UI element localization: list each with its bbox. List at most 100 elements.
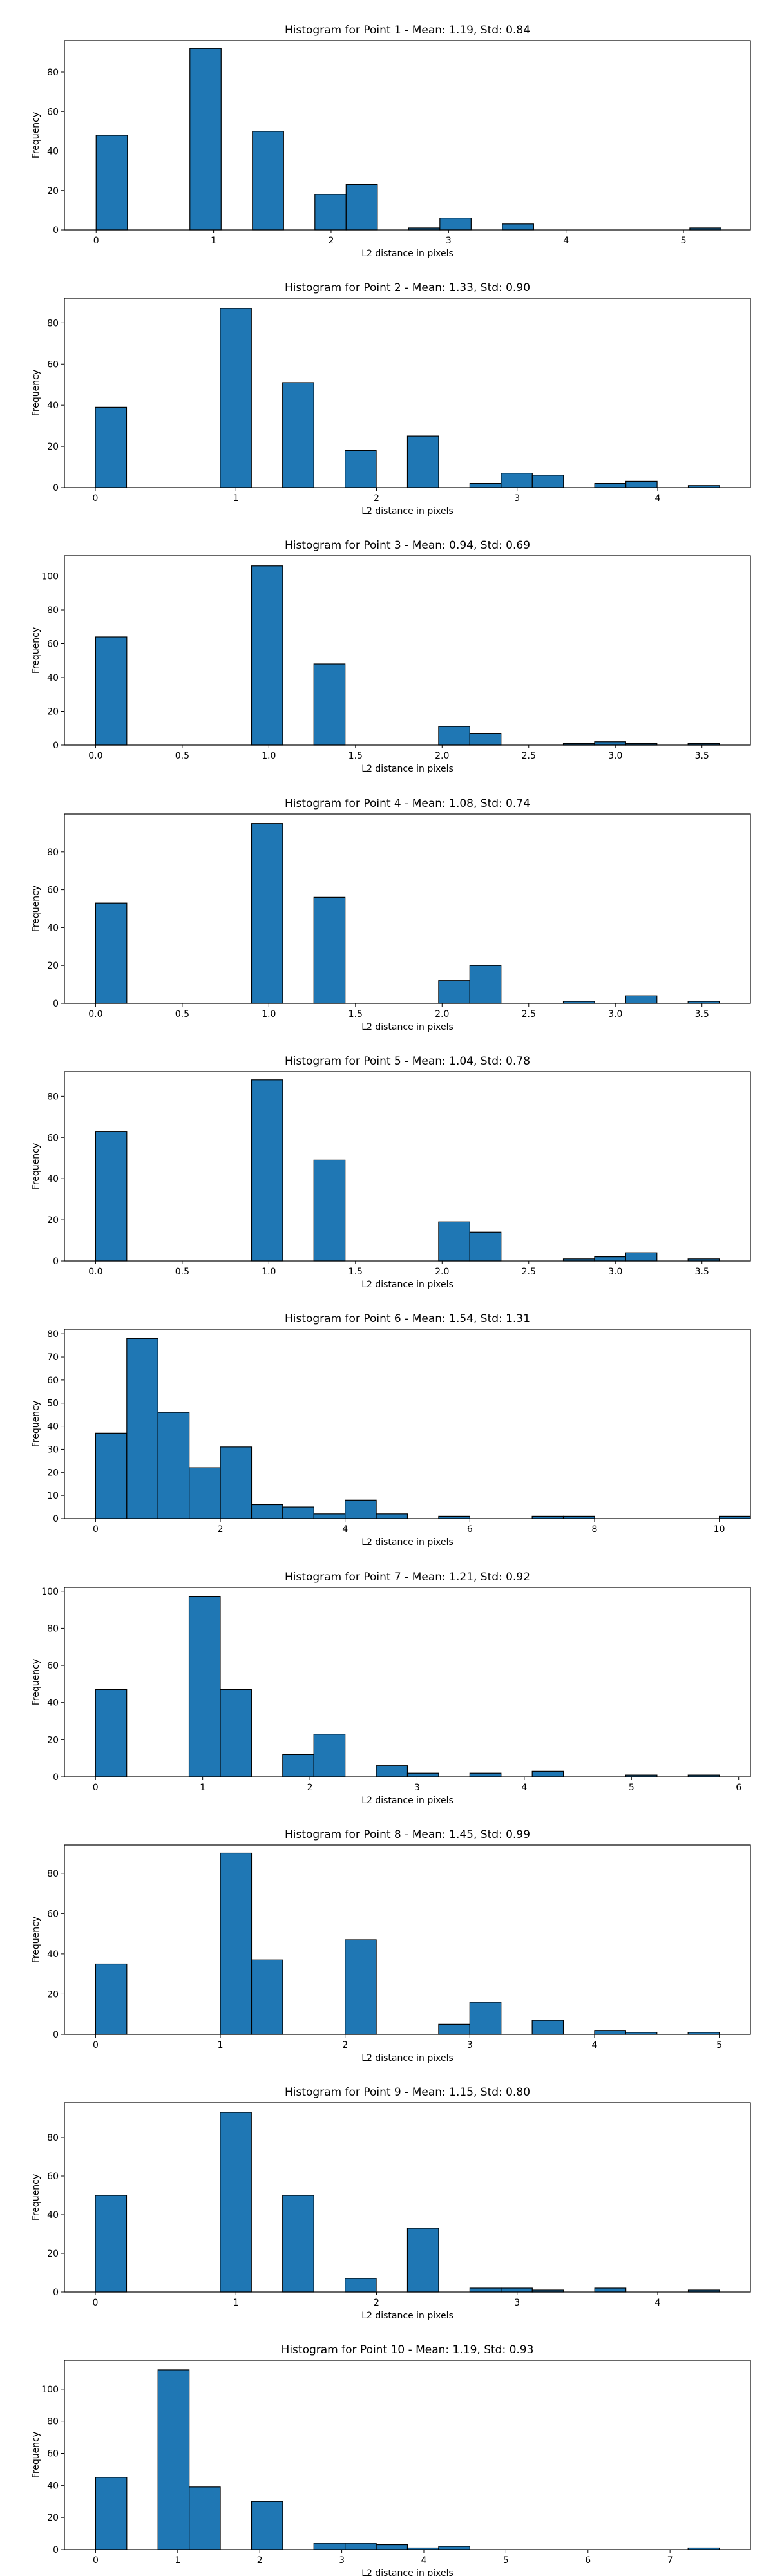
x-tick-label: 2 xyxy=(342,2040,348,2050)
histogram-bar xyxy=(469,733,502,746)
y-tick-label: 10 xyxy=(47,1491,59,1501)
y-axis-label: Frequency xyxy=(31,627,41,674)
x-tick-label: 7 xyxy=(667,2555,673,2566)
histogram-bar xyxy=(313,1513,346,1519)
y-tick-label: 60 xyxy=(47,1909,59,1919)
y-tick-label: 40 xyxy=(47,147,59,157)
y-tick-label: 0 xyxy=(53,999,59,1009)
histogram-bar xyxy=(313,896,346,1004)
histogram-bar xyxy=(376,1765,408,1777)
y-tick-label: 60 xyxy=(47,1661,59,1671)
histogram-bar xyxy=(220,1852,253,2035)
y-tick-label: 40 xyxy=(47,1422,59,1432)
y-tick-label: 70 xyxy=(47,1352,59,1363)
plot-frame xyxy=(64,1844,751,2035)
x-tick-label: 4 xyxy=(655,2298,661,2308)
plot-frame xyxy=(64,555,751,746)
histogram-bar xyxy=(220,2112,252,2293)
y-tick-label: 80 xyxy=(47,605,59,616)
x-tick-label: 4 xyxy=(655,493,661,504)
y-tick-label: 20 xyxy=(47,961,59,971)
histogram-bar xyxy=(126,1338,158,1519)
y-tick-label: 20 xyxy=(47,2249,59,2259)
x-tick-label: 4 xyxy=(563,236,569,246)
x-tick-label: 1.5 xyxy=(348,1267,363,1277)
x-tick-label: 3.0 xyxy=(608,1267,622,1277)
y-tick-label: 80 xyxy=(47,1092,59,1102)
x-tick-label: 3 xyxy=(339,2555,345,2566)
y-tick-label: 0 xyxy=(53,483,59,493)
y-tick-label: 100 xyxy=(41,572,59,582)
histogram-bar xyxy=(251,1959,283,2035)
x-tick-label: 2.5 xyxy=(522,1267,536,1277)
y-tick-label: 0 xyxy=(53,2030,59,2040)
histogram-bar xyxy=(95,636,128,746)
y-axis-label: Frequency xyxy=(31,1401,41,1447)
histogram-bar xyxy=(314,194,347,231)
y-tick-label: 60 xyxy=(47,1376,59,1386)
x-tick-label: 2.0 xyxy=(435,751,449,761)
histogram-bar xyxy=(502,223,534,231)
y-tick-label: 80 xyxy=(47,318,59,328)
y-tick-label: 20 xyxy=(47,1989,59,2000)
y-tick-label: 60 xyxy=(47,639,59,650)
y-tick-label: 100 xyxy=(41,2385,59,2395)
y-tick-label: 60 xyxy=(47,886,59,896)
y-tick-label: 20 xyxy=(47,1735,59,1745)
y-tick-label: 40 xyxy=(47,2481,59,2491)
y-tick-label: 80 xyxy=(47,1329,59,1340)
chart-title: Histogram for Point 3 - Mean: 0.94, Std:… xyxy=(285,539,530,552)
histogram-bar xyxy=(220,1446,253,1519)
chart-title: Histogram for Point 1 - Mean: 1.19, Std:… xyxy=(285,24,530,37)
x-tick-label: 0.5 xyxy=(175,1009,189,1019)
histogram-bar xyxy=(220,308,252,488)
x-tick-label: 0.0 xyxy=(88,1267,102,1277)
x-tick-label: 2 xyxy=(257,2555,263,2566)
y-axis-label: Frequency xyxy=(31,112,41,158)
histogram-bar xyxy=(313,1734,346,1777)
y-tick-label: 60 xyxy=(47,2172,59,2182)
x-axis-label: L2 distance in pixels xyxy=(361,764,453,774)
histogram-bar xyxy=(189,2486,221,2550)
y-tick-label: 60 xyxy=(47,1133,59,1143)
y-tick-label: 0 xyxy=(53,225,59,236)
x-tick-label: 3.0 xyxy=(608,751,622,761)
y-tick-label: 80 xyxy=(47,1869,59,1879)
x-tick-label: 0.5 xyxy=(175,1267,189,1277)
histogram-bar xyxy=(594,483,627,488)
y-axis-label: Frequency xyxy=(31,2432,41,2478)
chart-title: Histogram for Point 6 - Mean: 1.54, Std:… xyxy=(285,1312,530,1325)
histogram-bar xyxy=(220,1689,252,1777)
y-tick-label: 40 xyxy=(47,1698,59,1709)
chart-title: Histogram for Point 9 - Mean: 1.15, Std:… xyxy=(285,2086,530,2099)
histogram-bar xyxy=(531,2020,564,2035)
y-tick-label: 40 xyxy=(47,923,59,933)
x-tick-label: 3 xyxy=(446,236,452,246)
x-tick-label: 5 xyxy=(503,2555,509,2566)
x-tick-label: 1 xyxy=(200,1783,205,1793)
histogram-bar xyxy=(345,2278,377,2293)
x-tick-label: 4 xyxy=(521,1783,527,1793)
x-tick-label: 3 xyxy=(467,2040,473,2050)
chart-title: Histogram for Point 7 - Mean: 1.21, Std:… xyxy=(285,1571,530,1584)
x-tick-label: 1.5 xyxy=(348,1009,363,1019)
histogram-bar xyxy=(438,726,470,746)
y-tick-label: 20 xyxy=(47,1468,59,1478)
x-tick-label: 4 xyxy=(591,2040,597,2050)
y-tick-label: 0 xyxy=(53,2287,59,2298)
histogram-bar xyxy=(157,1412,190,1519)
histogram-bar xyxy=(594,2287,627,2293)
histogram-bar xyxy=(345,1939,377,2035)
histogram-bar xyxy=(188,1596,221,1777)
x-tick-label: 2 xyxy=(374,2298,379,2308)
histogram-chart: Histogram for Point 10 - Mean: 1.19, Std… xyxy=(31,2344,751,2576)
y-tick-label: 80 xyxy=(47,1624,59,1634)
y-tick-label: 60 xyxy=(47,359,59,370)
histogram-bar xyxy=(406,435,439,488)
histogram-chart: Histogram for Point 1 - Mean: 1.19, Std:… xyxy=(31,24,751,259)
histogram-bar xyxy=(251,565,283,746)
histogram-bar xyxy=(594,741,626,746)
histogram-bar xyxy=(251,823,283,1004)
x-tick-label: 5 xyxy=(681,236,687,246)
